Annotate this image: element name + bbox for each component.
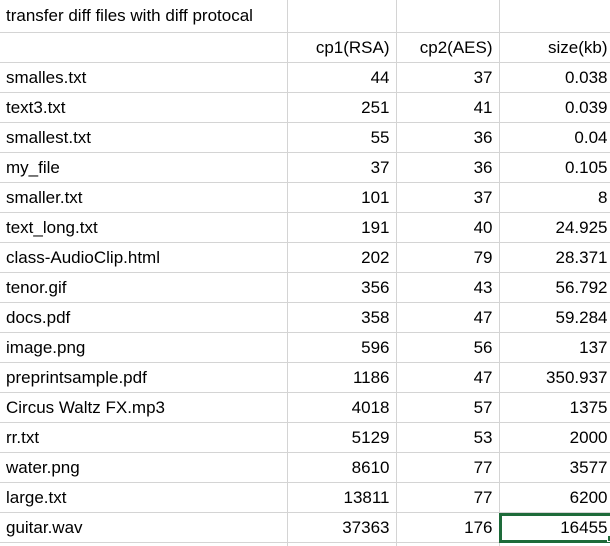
cp1-rsa-cell[interactable]: 191	[287, 212, 397, 243]
cp1-rsa-cell[interactable]: 356	[287, 272, 397, 303]
cp1-rsa-cell[interactable]: 8610	[287, 452, 397, 483]
cp2-aes-cell[interactable]: 40	[396, 212, 500, 243]
cp2-aes-cell[interactable]: 37	[396, 62, 500, 93]
table-row: docs.pdf 358 47 59.284	[0, 302, 610, 333]
cp2-aes-cell[interactable]: 36	[396, 152, 500, 183]
file-name-cell[interactable]: smaller.txt	[0, 182, 288, 213]
file-name-cell[interactable]: image.png	[0, 332, 288, 363]
size-kb-cell[interactable]: 24.925	[499, 212, 610, 243]
sheet-title-cell[interactable]: transfer diff files with diff protocal	[0, 0, 288, 33]
size-kb-cell[interactable]: 137	[499, 332, 610, 363]
cp2-aes-cell[interactable]: 57	[396, 392, 500, 423]
size-kb-cell[interactable]: 6200	[499, 482, 610, 513]
cp2-aes-cell[interactable]: 79	[396, 242, 500, 273]
empty-cell[interactable]	[396, 542, 500, 546]
cp1-rsa-cell[interactable]: 101	[287, 182, 397, 213]
table-row: Circus Waltz FX.mp3 4018 57 1375	[0, 392, 610, 423]
empty-cell[interactable]	[287, 0, 397, 33]
file-name-cell[interactable]: rr.txt	[0, 422, 288, 453]
cp1-rsa-cell[interactable]: 202	[287, 242, 397, 273]
cp1-rsa-cell[interactable]: 596	[287, 332, 397, 363]
title-row: transfer diff files with diff protocal	[0, 0, 610, 33]
table-row: tenor.gif 356 43 56.792	[0, 272, 610, 303]
cp2-aes-cell[interactable]: 53	[396, 422, 500, 453]
header-cell-size[interactable]: size(kb)	[499, 32, 610, 63]
cp1-rsa-cell[interactable]: 4018	[287, 392, 397, 423]
table-row: class-AudioClip.html 202 79 28.371	[0, 242, 610, 273]
size-kb-cell[interactable]: 2000	[499, 422, 610, 453]
file-name-cell[interactable]: smallest.txt	[0, 122, 288, 153]
cp1-rsa-cell[interactable]: 1186	[287, 362, 397, 393]
cp2-aes-cell[interactable]: 77	[396, 482, 500, 513]
table-row: preprintsample.pdf 1186 47 350.937	[0, 362, 610, 393]
empty-cell[interactable]	[499, 0, 610, 33]
cp2-aes-cell[interactable]: 77	[396, 452, 500, 483]
file-name-cell[interactable]: tenor.gif	[0, 272, 288, 303]
header-row: cp1(RSA) cp2(AES) size(kb)	[0, 32, 610, 63]
table-row: water.png 8610 77 3577	[0, 452, 610, 483]
size-kb-cell[interactable]: 0.039	[499, 92, 610, 123]
size-kb-cell[interactable]: 3577	[499, 452, 610, 483]
size-kb-cell[interactable]: 0.04	[499, 122, 610, 153]
cp1-rsa-cell[interactable]: 251	[287, 92, 397, 123]
sheet-title: transfer diff files with diff protocal	[6, 6, 253, 25]
table-row: rr.txt 5129 53 2000	[0, 422, 610, 453]
cp2-aes-cell[interactable]: 176	[396, 512, 500, 543]
file-name-cell[interactable]: water.png	[0, 452, 288, 483]
cp1-rsa-cell[interactable]: 13811	[287, 482, 397, 513]
file-name-cell[interactable]: guitar.wav	[0, 512, 288, 543]
table-row: smallest.txt 55 36 0.04	[0, 122, 610, 153]
file-name-cell[interactable]: Circus Waltz FX.mp3	[0, 392, 288, 423]
empty-cell[interactable]	[396, 0, 500, 33]
cp1-rsa-cell[interactable]: 358	[287, 302, 397, 333]
table-row: my_file 37 36 0.105	[0, 152, 610, 183]
file-name-cell[interactable]: large.txt	[0, 482, 288, 513]
fill-handle[interactable]	[606, 535, 610, 542]
cp2-aes-cell[interactable]: 47	[396, 362, 500, 393]
file-name-cell[interactable]: class-AudioClip.html	[0, 242, 288, 273]
size-kb-cell[interactable]: 0.038	[499, 62, 610, 93]
empty-row	[0, 542, 610, 546]
header-cell-name[interactable]	[0, 32, 288, 63]
table-row: image.png 596 56 137	[0, 332, 610, 363]
table-row: text_long.txt 191 40 24.925	[0, 212, 610, 243]
size-kb-cell[interactable]: 8	[499, 182, 610, 213]
size-kb-cell[interactable]: 56.792	[499, 272, 610, 303]
file-name-cell[interactable]: my_file	[0, 152, 288, 183]
empty-cell[interactable]	[0, 542, 288, 546]
table-row: large.txt 13811 77 6200	[0, 482, 610, 513]
empty-cell[interactable]	[499, 542, 610, 546]
table-row: text3.txt 251 41 0.039	[0, 92, 610, 123]
header-cell-cp1[interactable]: cp1(RSA)	[287, 32, 397, 63]
table-row: smalles.txt 44 37 0.038	[0, 62, 610, 93]
cp2-aes-cell[interactable]: 47	[396, 302, 500, 333]
file-name-cell[interactable]: text3.txt	[0, 92, 288, 123]
header-cell-cp2[interactable]: cp2(AES)	[396, 32, 500, 63]
file-name-cell[interactable]: docs.pdf	[0, 302, 288, 333]
cp1-rsa-cell[interactable]: 5129	[287, 422, 397, 453]
size-kb-cell[interactable]: 28.371	[499, 242, 610, 273]
size-kb-cell[interactable]: 0.105	[499, 152, 610, 183]
cp2-aes-cell[interactable]: 56	[396, 332, 500, 363]
size-kb-cell-selected[interactable]: 16455	[499, 512, 610, 543]
cp2-aes-cell[interactable]: 43	[396, 272, 500, 303]
table-row: smaller.txt 101 37 8	[0, 182, 610, 213]
cp2-aes-cell[interactable]: 37	[396, 182, 500, 213]
cp1-rsa-cell[interactable]: 44	[287, 62, 397, 93]
size-kb-cell[interactable]: 1375	[499, 392, 610, 423]
size-kb-cell[interactable]: 59.284	[499, 302, 610, 333]
file-name-cell[interactable]: smalles.txt	[0, 62, 288, 93]
size-kb-cell[interactable]: 350.937	[499, 362, 610, 393]
file-name-cell[interactable]: text_long.txt	[0, 212, 288, 243]
table-row: guitar.wav 37363 176 16455	[0, 512, 610, 543]
cp2-aes-cell[interactable]: 36	[396, 122, 500, 153]
file-name-cell[interactable]: preprintsample.pdf	[0, 362, 288, 393]
cp1-rsa-cell[interactable]: 55	[287, 122, 397, 153]
cp2-aes-cell[interactable]: 41	[396, 92, 500, 123]
empty-cell[interactable]	[287, 542, 397, 546]
cp1-rsa-cell[interactable]: 37363	[287, 512, 397, 543]
cp1-rsa-cell[interactable]: 37	[287, 152, 397, 183]
